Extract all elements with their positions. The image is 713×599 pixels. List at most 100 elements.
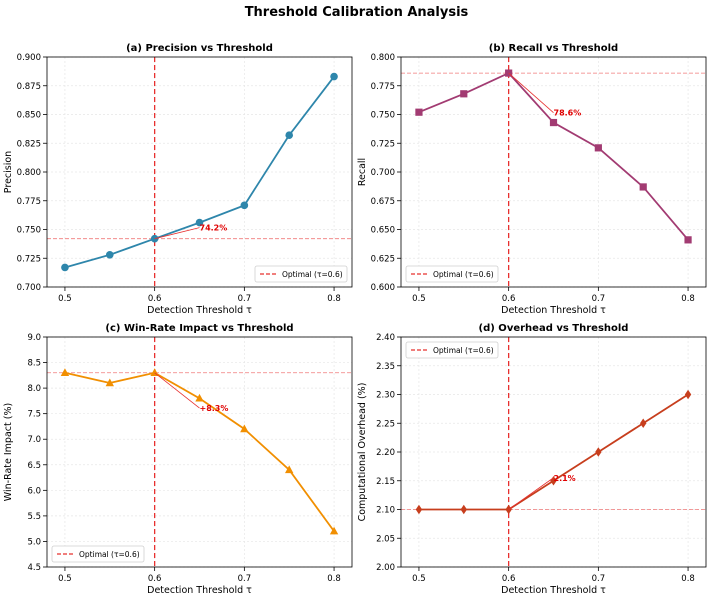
chart-title: (b) Recall vs Threshold <box>489 43 618 54</box>
data-point <box>105 251 114 259</box>
y-tick-label: 0.750 <box>371 111 395 121</box>
data-point <box>415 108 423 116</box>
data-point <box>550 475 557 486</box>
y-tick-label: 8.5 <box>27 359 41 369</box>
data-point <box>285 131 294 139</box>
x-tick-label: 0.6 <box>148 294 162 304</box>
y-tick-label: 7.5 <box>27 410 41 420</box>
annotation-label: 74.2% <box>200 224 228 233</box>
plot-frame <box>400 56 707 288</box>
data-point <box>61 263 69 272</box>
chart-title: (a) Precision vs Threshold <box>126 43 273 54</box>
y-tick-label: 0.900 <box>17 53 41 63</box>
y-tick-label: 2.15 <box>376 477 395 487</box>
panel-2: (c) Win-Rate Impact vs Threshold 0.5 0.6 0.… <box>3 323 353 596</box>
y-tick-label: 0.750 <box>17 226 41 236</box>
annotation-arrow <box>508 477 554 510</box>
annotation-label: +8.3% <box>200 404 229 413</box>
data-point <box>595 447 602 457</box>
data-point <box>684 236 692 244</box>
x-tick-label: 0.7 <box>238 294 252 304</box>
x-tick-label: 0.7 <box>592 574 606 584</box>
x-tick-label: 0.6 <box>502 574 516 584</box>
y-axis-label: Computational Overhead (%) <box>357 383 368 522</box>
annotation-arrow <box>508 72 554 113</box>
legend-box <box>405 265 499 283</box>
data-point <box>415 504 423 515</box>
legend: Optimal (τ=0.6) <box>405 265 499 283</box>
y-tick-label: 0.825 <box>17 139 41 149</box>
y-tick-label: 0.700 <box>371 168 395 178</box>
y-axis-label: Win-Rate Impact (%) <box>3 403 14 501</box>
y-tick-label: 8.0 <box>27 384 41 394</box>
y-tick-label: 0.800 <box>371 53 395 63</box>
data-point <box>329 526 339 535</box>
x-axis-label: Detection Threshold τ <box>147 305 252 316</box>
legend-box <box>405 341 499 359</box>
y-axis-label: Recall <box>357 158 368 186</box>
legend: Optimal (τ=0.6) <box>51 545 145 563</box>
legend: Optimal (τ=0.6) <box>254 265 348 283</box>
legend-label: Optimal (τ=0.6) <box>282 270 343 279</box>
x-axis-label: Detection Threshold τ <box>501 585 606 596</box>
x-tick-label: 0.7 <box>592 294 606 304</box>
y-tick-label: 6.0 <box>27 486 41 496</box>
y-tick-label: 0.675 <box>371 197 395 207</box>
y-tick-label: 0.875 <box>17 82 41 92</box>
x-tick-label: 0.8 <box>327 574 341 584</box>
y-tick-label: 5.0 <box>27 537 41 547</box>
x-tick-label: 0.5 <box>412 294 426 304</box>
legend-box <box>51 545 145 563</box>
x-tick-label: 0.5 <box>58 294 72 304</box>
data-point <box>60 368 70 376</box>
x-tick-label: 0.8 <box>327 294 341 304</box>
figure-title: Threshold Calibration Analysis <box>245 5 469 20</box>
y-tick-label: 2.10 <box>376 506 395 516</box>
y-tick-label: 2.20 <box>376 448 395 458</box>
annotation-label: 78.6% <box>554 109 582 118</box>
y-tick-label: 2.25 <box>376 419 395 429</box>
legend-label: Optimal (τ=0.6) <box>433 346 494 355</box>
x-tick-label: 0.5 <box>58 574 72 584</box>
data-point <box>505 504 512 515</box>
chart-title: (d) Overhead vs Threshold <box>479 323 629 334</box>
y-tick-label: 2.40 <box>376 333 395 343</box>
data-point <box>549 118 558 127</box>
data-point <box>460 90 468 98</box>
legend-box <box>254 265 348 283</box>
series-line <box>418 72 689 241</box>
data-point <box>640 418 647 429</box>
data-point <box>460 504 467 515</box>
x-tick-label: 0.6 <box>148 574 162 584</box>
legend-label: Optimal (τ=0.6) <box>79 550 140 559</box>
panel-1: (b) Recall vs Threshold 0.5 0.6 0.7 0.8 0.600… <box>357 43 707 316</box>
y-tick-label: 0.850 <box>17 111 41 121</box>
panel-3: (d) Overhead vs Threshold 0.5 0.6 0.7 0.8 2.0… <box>357 323 707 596</box>
data-point <box>195 393 204 402</box>
plot-frame <box>400 336 707 568</box>
panel-0: (a) Precision vs Threshold 0.5 0.6 0.7 0.8 0.… <box>3 43 353 316</box>
plot-frame <box>46 56 353 288</box>
y-tick-label: 2.30 <box>376 391 395 401</box>
annotation-arrow <box>154 372 200 409</box>
data-point <box>240 424 249 433</box>
x-tick-label: 0.5 <box>412 574 426 584</box>
legend: Optimal (τ=0.6) <box>405 341 499 359</box>
y-tick-label: 2.35 <box>376 362 395 372</box>
data-point <box>240 201 249 210</box>
y-axis-label: Precision <box>3 151 14 193</box>
y-tick-label: 0.650 <box>371 226 395 236</box>
y-tick-label: 6.5 <box>27 461 41 471</box>
data-point <box>594 144 602 152</box>
chart-title: (c) Win-Rate Impact vs Threshold <box>105 323 293 334</box>
y-tick-label: 7.0 <box>27 435 41 445</box>
y-tick-label: 0.725 <box>17 254 41 264</box>
y-tick-label: 2.00 <box>376 563 395 573</box>
x-axis-label: Detection Threshold τ <box>147 585 252 596</box>
data-point <box>330 72 338 81</box>
x-tick-label: 0.6 <box>502 294 516 304</box>
y-tick-label: 0.775 <box>17 197 41 207</box>
annotation-label: 2.1% <box>554 474 576 483</box>
plot-frame <box>46 336 353 568</box>
